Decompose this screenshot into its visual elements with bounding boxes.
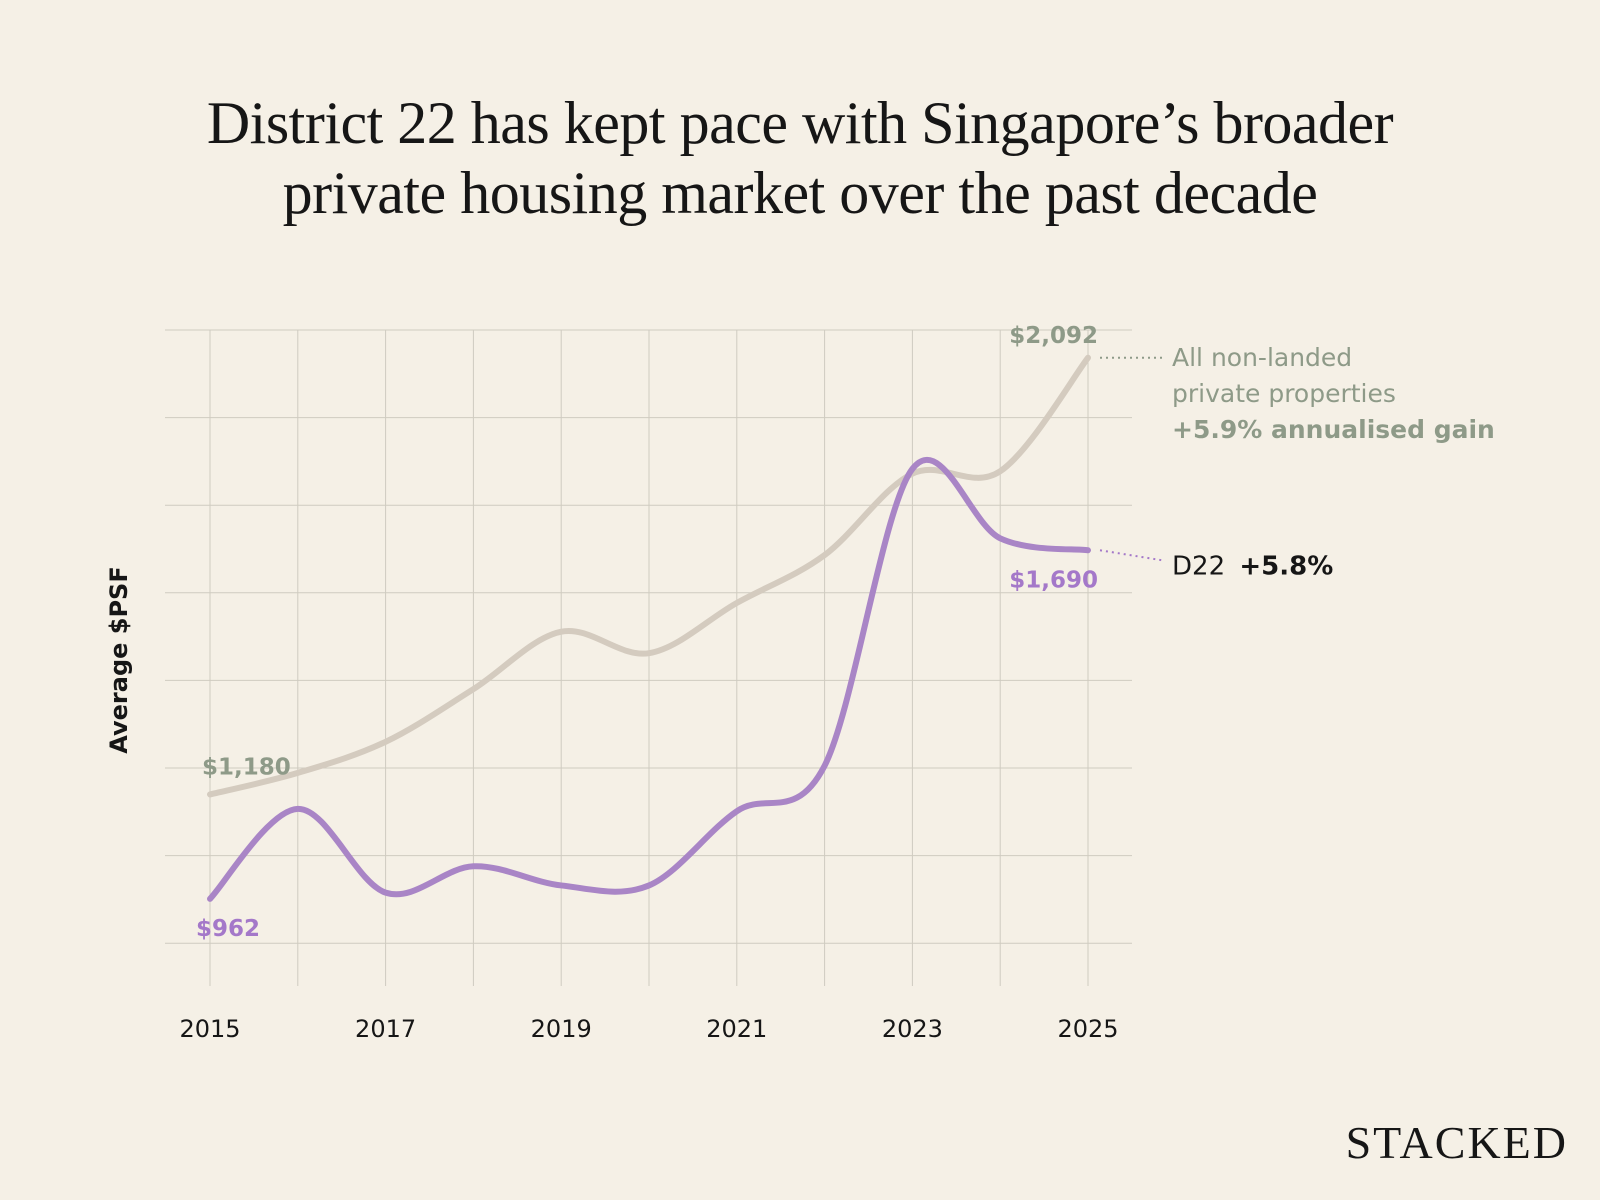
d22-legend-annotation: D22 +5.8% [1172, 551, 1333, 581]
grid [165, 329, 1132, 986]
d22-start-value-label: $962 [196, 916, 260, 942]
x-tick-label: 2023 [882, 1015, 943, 1043]
chart-title-line-2: private housing market over the past dec… [282, 160, 1318, 226]
market-series-name-line-1: All non-landed [1172, 343, 1352, 372]
x-tick-label: 2019 [531, 1015, 592, 1043]
d22-end-value-label: $1,690 [1009, 567, 1098, 593]
series-line-all-non-landed [207, 354, 1091, 798]
stacked-logo: STACKED [1345, 1117, 1568, 1168]
market-legend-annotation: All non-landed private properties +5.9% … [1172, 343, 1495, 444]
d22-leader-line [1099, 549, 1163, 562]
d22-series-gain: +5.8% [1239, 551, 1333, 581]
chart-title-line-1: District 22 has kept pace with Singapore… [206, 90, 1394, 156]
y-axis-label: Average $PSF [105, 566, 133, 753]
x-tick-label: 2017 [355, 1015, 416, 1043]
x-tick-label: 2015 [179, 1015, 240, 1043]
chart-title: District 22 has kept pace with Singapore… [0, 88, 1600, 228]
x-tick-label: 2025 [1057, 1015, 1118, 1043]
d22-series-name: D22 [1172, 551, 1225, 581]
series-line-d22 [207, 457, 1091, 902]
market-start-value-label: $1,180 [202, 754, 291, 780]
market-series-gain: +5.9% annualised gain [1172, 415, 1495, 444]
x-tick-label: 2021 [706, 1015, 767, 1043]
market-series-name-line-2: private properties [1172, 379, 1396, 408]
market-end-value-label: $2,092 [1009, 323, 1098, 349]
x-axis-ticks: 2015 2017 2019 2021 2023 2025 [179, 1015, 1118, 1043]
